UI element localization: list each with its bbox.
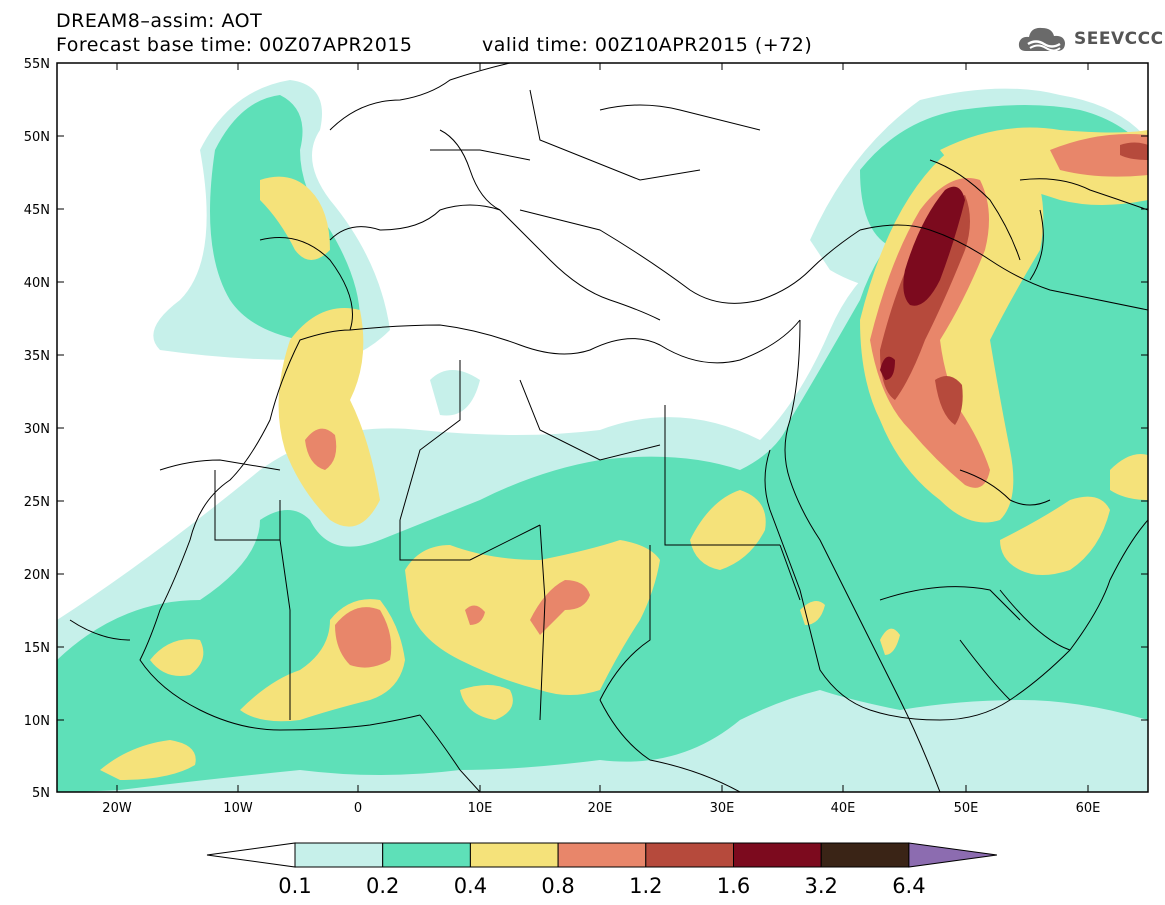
forecast-base-time: Forecast base time: 00Z07APR2015	[56, 34, 413, 56]
coastlines	[69, 63, 1148, 792]
lat-label: 35N	[24, 349, 50, 364]
lon-label: 0	[354, 801, 362, 816]
lat-label: 25N	[24, 495, 50, 510]
colorbar-segment	[908, 842, 997, 868]
colorbar-segment	[733, 842, 822, 868]
seevccc-logo: SEEVCCC	[1018, 24, 1164, 54]
logo-text: SEEVCCC	[1074, 29, 1164, 49]
aot-level-6	[880, 186, 965, 380]
lat-label: 50N	[24, 130, 50, 145]
colorbar-segment	[820, 842, 910, 868]
lat-label: 15N	[24, 641, 50, 656]
lat-label: 5N	[32, 786, 50, 801]
lat-axis: 55N 50N 45N 40N 35N 30N 25N 20N 15N 10N …	[24, 57, 1148, 801]
colorbar: 0.1 0.2 0.4 0.8 1.2 1.6 3.2 6.4	[206, 842, 997, 898]
lat-label: 55N	[24, 57, 50, 72]
lon-label: 10W	[223, 801, 253, 816]
valid-time: valid time: 00Z10APR2015 (+72)	[482, 34, 813, 56]
chart-title: DREAM8–assim: AOT	[56, 10, 263, 32]
lon-label: 50E	[954, 801, 979, 816]
lon-label: 20W	[102, 801, 132, 816]
colorbar-label: 0.4	[454, 874, 487, 898]
colorbar-label: 6.4	[892, 874, 925, 898]
aot-field	[57, 80, 1148, 792]
colorbar-label: 0.8	[541, 874, 574, 898]
colorbar-label: 1.2	[629, 874, 662, 898]
lon-label: 30E	[710, 801, 735, 816]
lon-label: 10E	[468, 801, 493, 816]
lon-label: 60E	[1076, 801, 1101, 816]
colorbar-segment	[469, 842, 559, 868]
colorbar-label: 3.2	[804, 874, 837, 898]
colorbar-label: 0.1	[278, 874, 311, 898]
colorbar-segment	[557, 842, 647, 868]
lon-label: 40E	[831, 801, 856, 816]
lat-label: 45N	[24, 203, 50, 218]
colorbar-segment	[206, 842, 296, 868]
colorbar-label: 1.6	[717, 874, 750, 898]
colorbar-label: 0.2	[366, 874, 399, 898]
lon-axis: 20W 10W 0 10E 20E 30E 40E 50E 60E	[102, 63, 1100, 816]
lat-label: 10N	[24, 714, 50, 729]
colorbar-segment	[645, 842, 734, 868]
cloud-icon	[1018, 27, 1065, 52]
lat-label: 40N	[24, 276, 50, 291]
lat-label: 20N	[24, 568, 50, 583]
lat-label: 30N	[24, 422, 50, 437]
colorbar-segment	[294, 842, 384, 868]
lon-label: 20E	[588, 801, 613, 816]
colorbar-segment	[382, 842, 471, 868]
